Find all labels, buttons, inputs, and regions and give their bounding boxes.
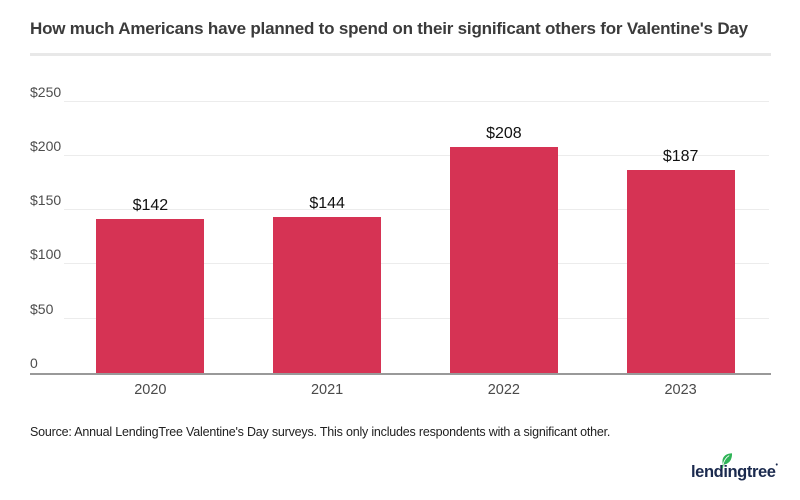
gridline	[64, 154, 769, 156]
y-tick-label: $200	[30, 137, 62, 154]
gridline	[64, 209, 769, 211]
x-axis-line	[30, 373, 771, 375]
logo-trademark-dot: •	[775, 462, 778, 469]
y-tick-label: $250	[30, 83, 62, 100]
gridline	[64, 263, 769, 265]
y-tick-label: $150	[30, 192, 62, 209]
bar-2020	[96, 218, 205, 373]
bar-value-label: $208	[486, 125, 522, 143]
lendingtree-logo: lendingtree•	[691, 452, 781, 486]
bar-2022	[449, 147, 558, 373]
gridline	[64, 100, 769, 102]
x-tick-label: 2023	[664, 382, 697, 398]
y-tick-label: $100	[30, 246, 62, 263]
bar-2021	[273, 216, 382, 373]
leaf-icon	[721, 453, 733, 469]
y-tick-label: 0	[30, 355, 38, 371]
x-tick-label: 2021	[310, 382, 344, 398]
x-tick-label: 2020	[134, 382, 167, 398]
title-divider	[30, 53, 771, 56]
x-tick-label: 2022	[487, 382, 520, 398]
source-note: Source: Annual LendingTree Valentine's D…	[30, 425, 611, 439]
bar-value-label: $187	[662, 147, 699, 165]
bar-value-label: $142	[132, 196, 169, 214]
y-tick-label: $50	[30, 300, 54, 317]
bar-value-label: $144	[309, 194, 345, 212]
bar-2023	[626, 169, 735, 373]
chart-title: How much Americans have planned to spend…	[30, 19, 748, 38]
logo-wordmark: lendingtree•	[691, 462, 778, 481]
gridline	[64, 317, 769, 319]
